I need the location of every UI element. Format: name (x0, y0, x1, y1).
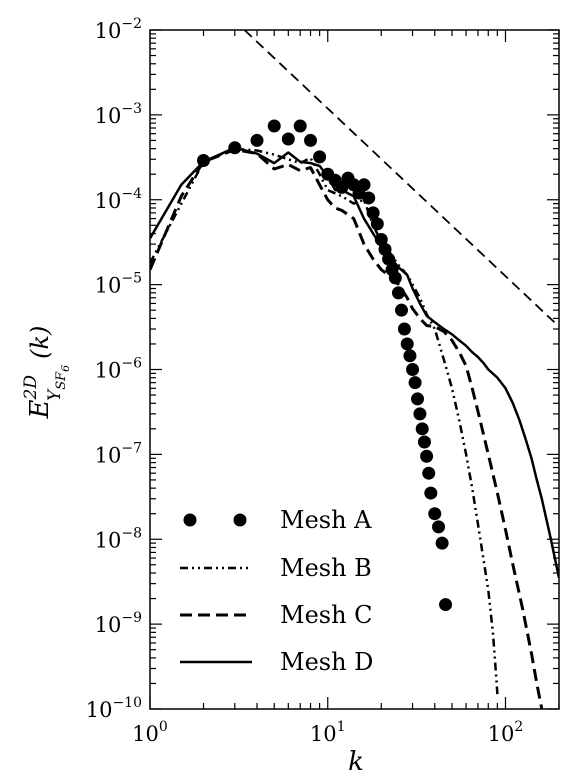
series-mesh-a-point (388, 271, 402, 285)
x-tick-label: 100 (132, 719, 168, 746)
series-mesh-a-point (413, 407, 427, 421)
series-reference-line (243, 30, 559, 328)
series-mesh-c-line (150, 148, 544, 709)
y-label-subsubscript: SF (54, 371, 69, 390)
y-tick-label: 10−10 (86, 695, 142, 722)
series-mesh-a-point (428, 507, 442, 521)
y-label-subscript: Y (45, 388, 65, 401)
y-label-main: E (25, 399, 55, 419)
legend-mesh-d-label: Mesh D (280, 648, 373, 676)
series-mesh-a-point (411, 392, 425, 406)
series-mesh-a-point (424, 486, 438, 500)
y-tick-label: 10−6 (95, 356, 142, 383)
series-mesh-a-point (422, 466, 436, 480)
series-mesh-a-point (439, 598, 453, 612)
series-group (150, 30, 559, 709)
y-label-subsubsubscript: 6 (59, 365, 72, 372)
series-mesh-a-point (391, 286, 405, 300)
series-mesh-a-point (362, 191, 376, 205)
legend-mesh-b-label: Mesh B (280, 554, 372, 582)
series-mesh-a-point (435, 536, 449, 550)
axis-tick-labels: 100 101 102 10−2 10−3 10−4 10−5 10−6 10−7 10−8 10−… (86, 16, 524, 746)
legend-mesh-c-label: Mesh C (280, 601, 373, 629)
series-mesh-a-point (366, 206, 380, 220)
x-axis-label: k (348, 747, 364, 777)
legend-mesh-a-label: Mesh A (280, 506, 372, 534)
series-mesh-b-line (150, 147, 499, 695)
series-mesh-a-point (370, 217, 384, 231)
x-tick-label: 101 (310, 719, 346, 746)
legend: Mesh A Mesh B Mesh C Mesh D (180, 506, 373, 676)
series-mesh-a-point (403, 349, 417, 363)
y-label-superscript: 2D (21, 375, 41, 401)
x-tick-label: 102 (488, 719, 524, 746)
series-mesh-a-point (313, 150, 327, 164)
series-mesh-a-point (415, 422, 429, 436)
legend-mesh-a-marker (183, 513, 197, 527)
series-mesh-a-point (432, 520, 446, 534)
series-mesh-a-point (293, 119, 307, 133)
y-tick-label: 10−7 (95, 440, 142, 467)
y-tick-label: 10−2 (95, 16, 142, 43)
y-tick-label: 10−3 (95, 101, 142, 128)
y-tick-label: 10−8 (95, 525, 142, 552)
series-mesh-a-point (420, 449, 434, 463)
series-mesh-a-point (395, 303, 409, 317)
series-mesh-d-line (150, 146, 559, 579)
y-label-arg: (k) (26, 326, 54, 359)
series-mesh-a-point (400, 337, 414, 351)
series-mesh-a-point (406, 363, 420, 376)
series-mesh-a-point (304, 133, 318, 147)
series-mesh-a-point (281, 132, 295, 146)
series-mesh-a-point (357, 178, 371, 192)
y-tick-label: 10−4 (95, 186, 142, 213)
series-mesh-a-point (417, 435, 431, 449)
y-tick-label: 10−5 (95, 271, 142, 298)
series-mesh-a-point (397, 322, 411, 336)
series-mesh-a-point (267, 119, 281, 133)
y-axis-label: E2D YSF6 (k) (21, 326, 72, 420)
y-tick-label: 10−9 (95, 610, 142, 637)
series-mesh-a-point (408, 376, 422, 390)
series-mesh-a-point (250, 133, 264, 147)
legend-mesh-a-marker (233, 513, 247, 527)
